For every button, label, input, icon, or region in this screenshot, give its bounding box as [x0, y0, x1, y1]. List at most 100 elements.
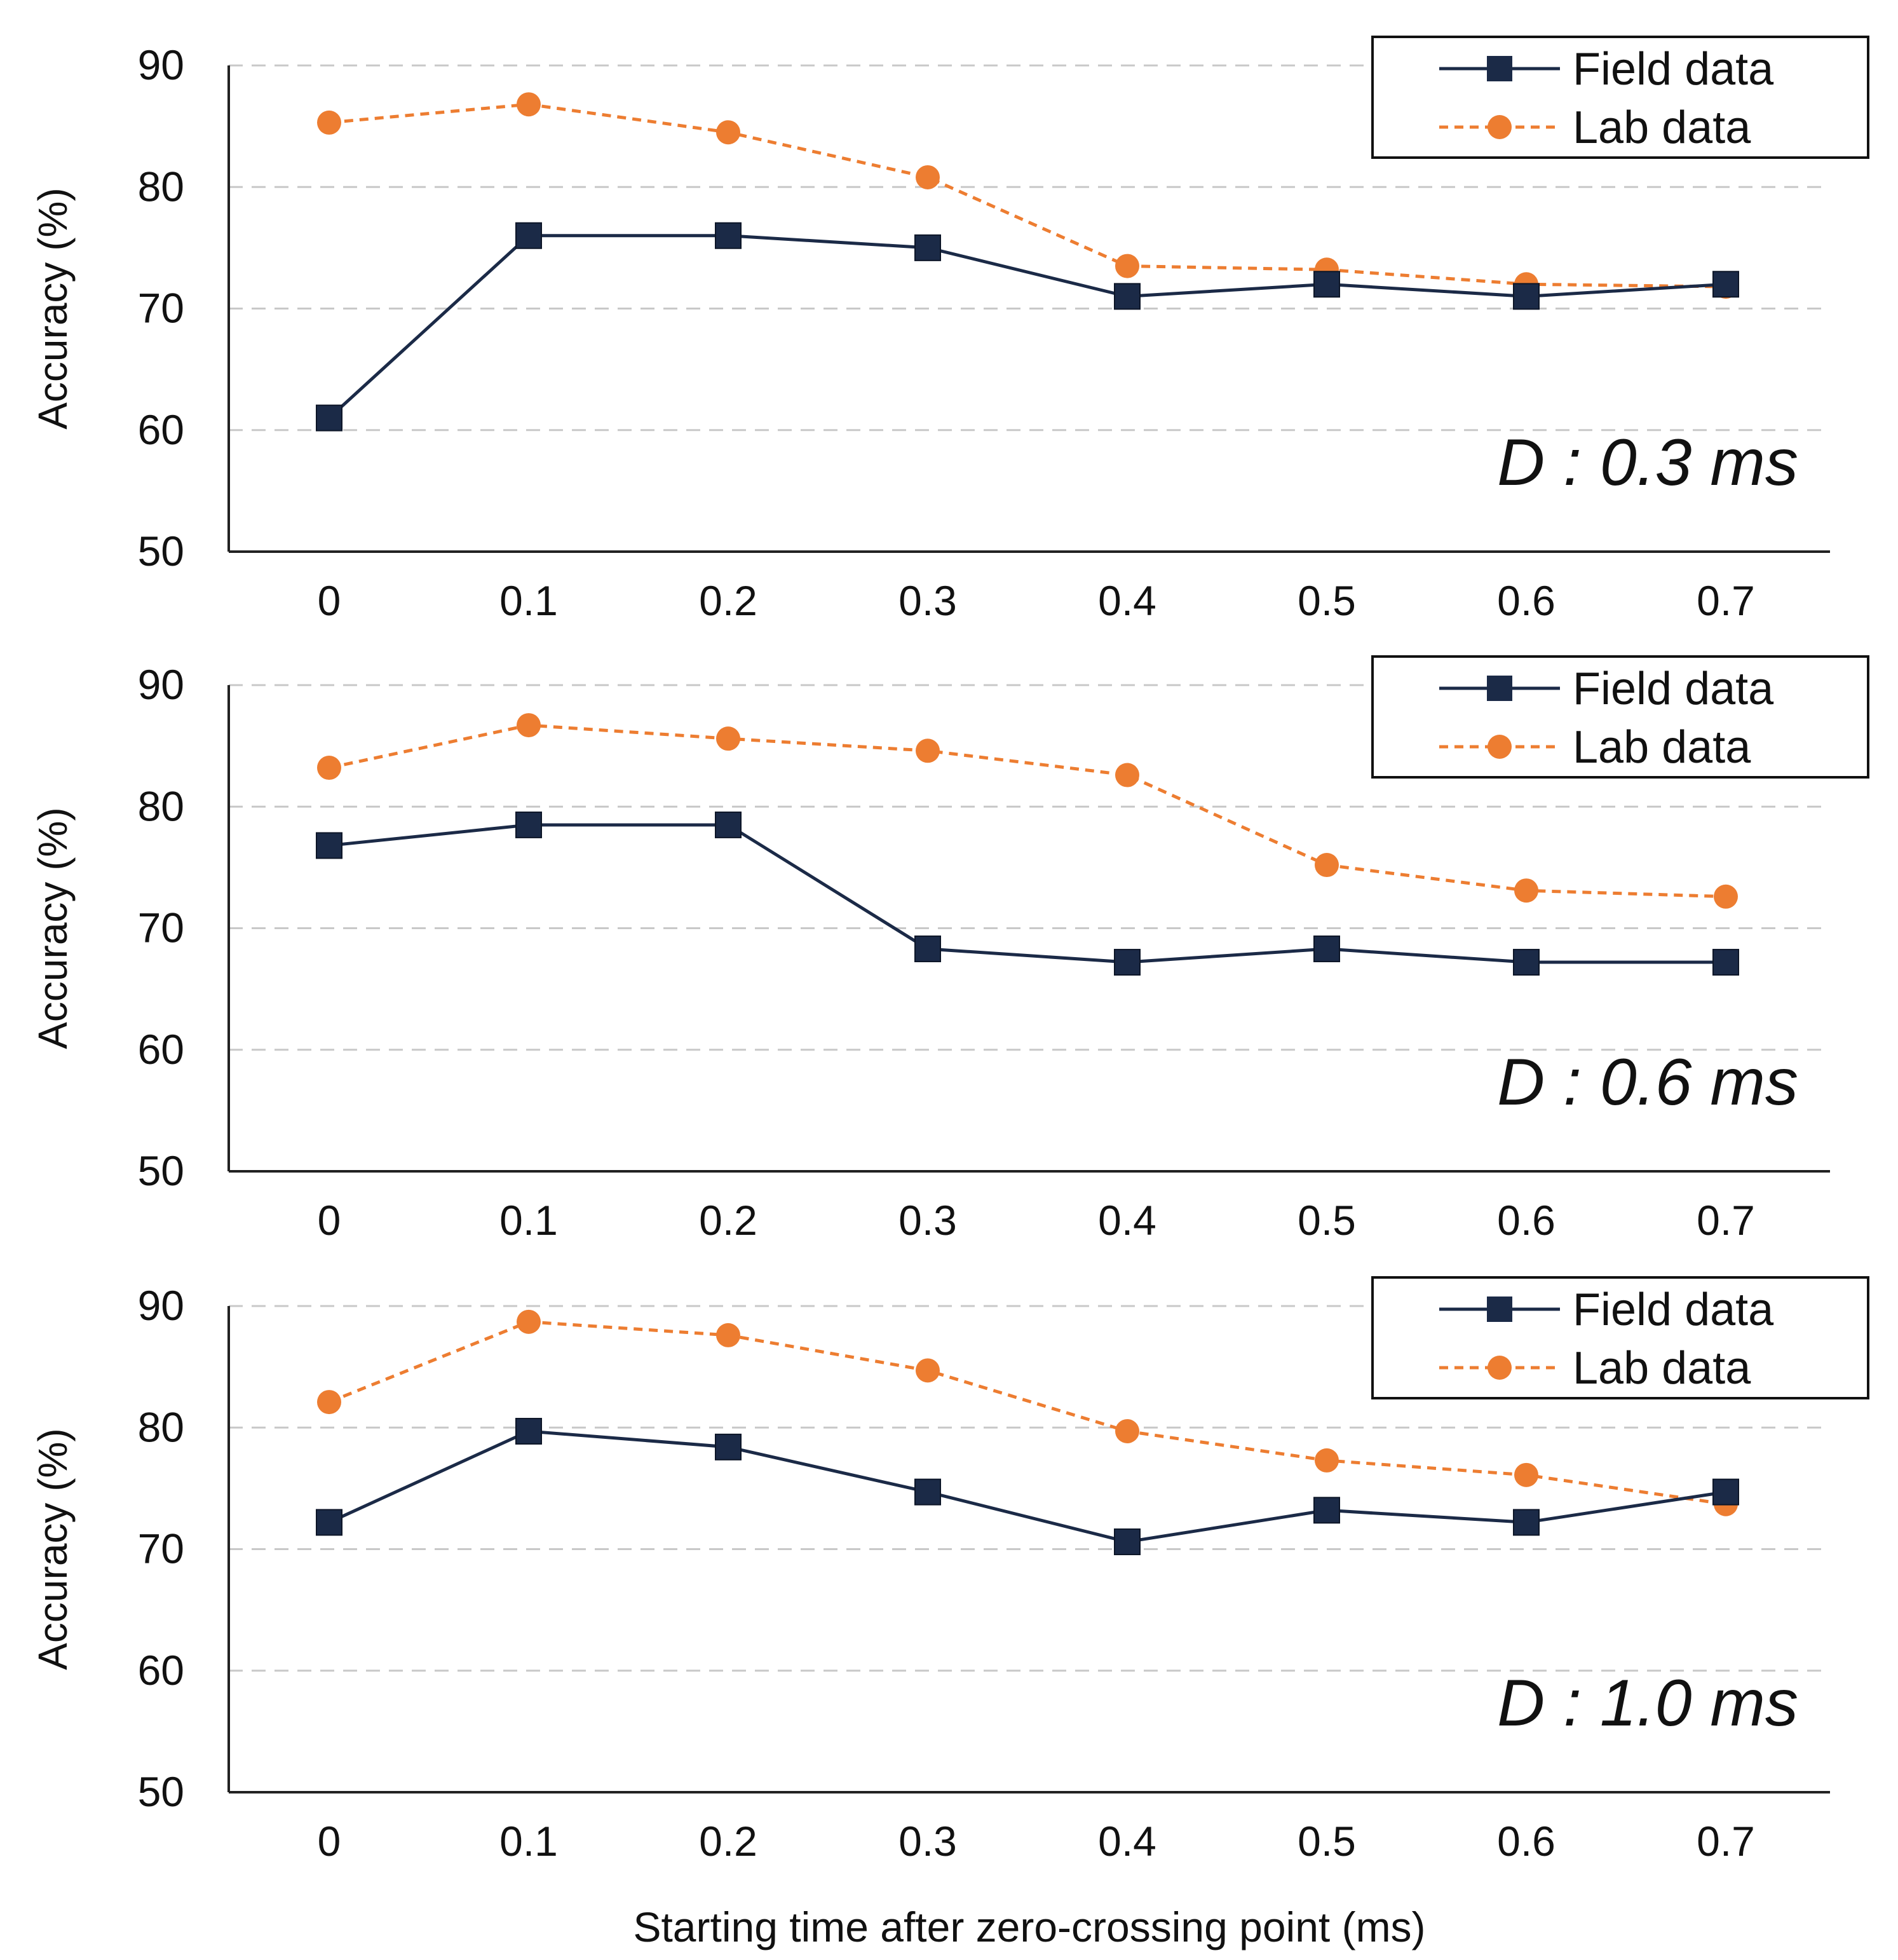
panel-annotation: D : 0.3 ms	[1497, 426, 1798, 500]
data-point-field	[1313, 1497, 1340, 1524]
y-tick-label: 50	[138, 1147, 184, 1194]
x-tick-label: 0.5	[1298, 577, 1356, 624]
legend-box	[1371, 1276, 1869, 1399]
data-point-lab	[916, 1358, 940, 1383]
data-point-field	[715, 811, 742, 838]
y-tick-label: 90	[138, 41, 184, 88]
data-point-lab	[517, 92, 541, 117]
y-axis-label: Accuracy (%)	[30, 807, 76, 1049]
x-tick-label: 0.7	[1697, 577, 1755, 624]
legend-marker-lab	[1488, 115, 1512, 139]
legend-label: Field data	[1573, 1284, 1774, 1335]
legend-label: Lab data	[1573, 722, 1751, 773]
data-point-lab	[716, 1323, 740, 1347]
data-point-lab	[1714, 884, 1738, 909]
panel-annotation: D : 0.6 ms	[1497, 1045, 1798, 1119]
data-point-field	[515, 811, 542, 838]
data-point-lab	[517, 713, 541, 738]
y-axis-label: Accuracy (%)	[30, 1428, 76, 1670]
legend-marker-field	[1487, 1296, 1512, 1322]
x-tick-label: 0.4	[1098, 577, 1156, 624]
legend: Field data Lab data	[1371, 655, 1869, 779]
data-point-field	[715, 222, 742, 249]
x-tick-label: 0.1	[499, 1818, 558, 1865]
data-point-field	[1712, 949, 1739, 976]
y-tick-label: 60	[138, 406, 184, 453]
data-point-field	[515, 1417, 542, 1445]
x-tick-label: 0.6	[1497, 577, 1556, 624]
panel-annotation: D : 1.0 ms	[1497, 1666, 1798, 1740]
x-tick-label: 0.4	[1098, 1818, 1156, 1865]
data-point-lab	[916, 738, 940, 763]
x-tick-label: 0	[318, 1197, 341, 1244]
data-point-field	[1513, 1509, 1540, 1536]
y-tick-label: 50	[138, 527, 184, 575]
data-point-field	[914, 1478, 941, 1506]
data-point-lab	[317, 1390, 341, 1415]
data-point-field	[914, 234, 941, 261]
data-point-field	[1313, 271, 1340, 298]
x-tick-label: 0.1	[499, 577, 558, 624]
chart-panel-3: 50 60 70 80 90 0 0.1 0.2 0.3 0.4 0.5 0.6 0.7 Accuracy…	[30, 1276, 1869, 1865]
legend-marker-field	[1487, 676, 1512, 701]
y-tick-label: 70	[138, 904, 184, 951]
y-tick-label: 80	[138, 782, 184, 829]
series-line-lab	[329, 723, 1726, 899]
legend: Field data Lab data	[1371, 1276, 1869, 1399]
y-tick-label: 90	[138, 1282, 184, 1329]
data-point-lab	[1514, 1462, 1538, 1487]
x-tick-label: 0.7	[1697, 1197, 1755, 1244]
data-point-lab	[716, 120, 740, 145]
legend-marker-field	[1487, 56, 1512, 81]
series-line-field	[329, 823, 1726, 964]
data-point-field	[914, 936, 941, 963]
series-line-lab	[329, 1320, 1726, 1506]
data-point-field	[515, 222, 542, 249]
legend-box	[1371, 655, 1869, 779]
data-point-lab	[1514, 878, 1538, 903]
x-tick-label: 0.6	[1497, 1818, 1556, 1865]
data-point-lab	[1315, 1448, 1339, 1473]
y-tick-label: 80	[138, 163, 184, 210]
data-point-lab	[1115, 763, 1139, 787]
x-tick-label: 0	[318, 577, 341, 624]
data-point-lab	[716, 726, 740, 751]
data-point-field	[1313, 936, 1340, 963]
legend-marker-lab	[1488, 735, 1512, 759]
x-tick-label: 0.4	[1098, 1197, 1156, 1244]
data-point-field	[316, 404, 342, 432]
data-point-field	[316, 1509, 342, 1536]
data-point-lab	[517, 1309, 541, 1334]
legend-marker-lab	[1488, 1356, 1512, 1380]
y-tick-label: 50	[138, 1768, 184, 1815]
x-tick-label: 0.2	[699, 1818, 757, 1865]
data-point-lab	[1115, 1419, 1139, 1443]
data-point-field	[1513, 949, 1540, 976]
data-point-lab	[317, 756, 341, 780]
x-tick-label: 0.3	[898, 1197, 957, 1244]
data-point-field	[1712, 1478, 1739, 1506]
legend: Field data Lab data	[1371, 36, 1869, 159]
x-tick-label: 0.2	[699, 577, 757, 624]
y-axis-label: Accuracy (%)	[30, 187, 76, 430]
x-tick-label: 0.6	[1497, 1197, 1556, 1244]
legend-label: Lab data	[1573, 102, 1751, 153]
x-tick-label: 0	[318, 1818, 341, 1865]
chart-panel-2: 50 60 70 80 90 0 0.1 0.2 0.3 0.4 0.5 0.6 0.7 Accuracy…	[30, 655, 1869, 1244]
y-tick-label: 80	[138, 1403, 184, 1450]
x-tick-label: 0.1	[499, 1197, 558, 1244]
data-point-lab	[1315, 853, 1339, 878]
data-point-lab	[317, 110, 341, 135]
y-tick-label: 60	[138, 1647, 184, 1694]
data-point-field	[1114, 283, 1141, 310]
series-line-field	[328, 1429, 1726, 1544]
x-tick-label: 0.3	[898, 577, 957, 624]
x-axis-label: Starting time after zero-crossing point …	[633, 1903, 1425, 1950]
x-tick-label: 0.2	[699, 1197, 757, 1244]
legend-label: Field data	[1573, 44, 1774, 95]
y-tick-label: 70	[138, 1525, 184, 1572]
data-point-lab	[916, 165, 940, 189]
data-point-field	[1114, 949, 1141, 976]
